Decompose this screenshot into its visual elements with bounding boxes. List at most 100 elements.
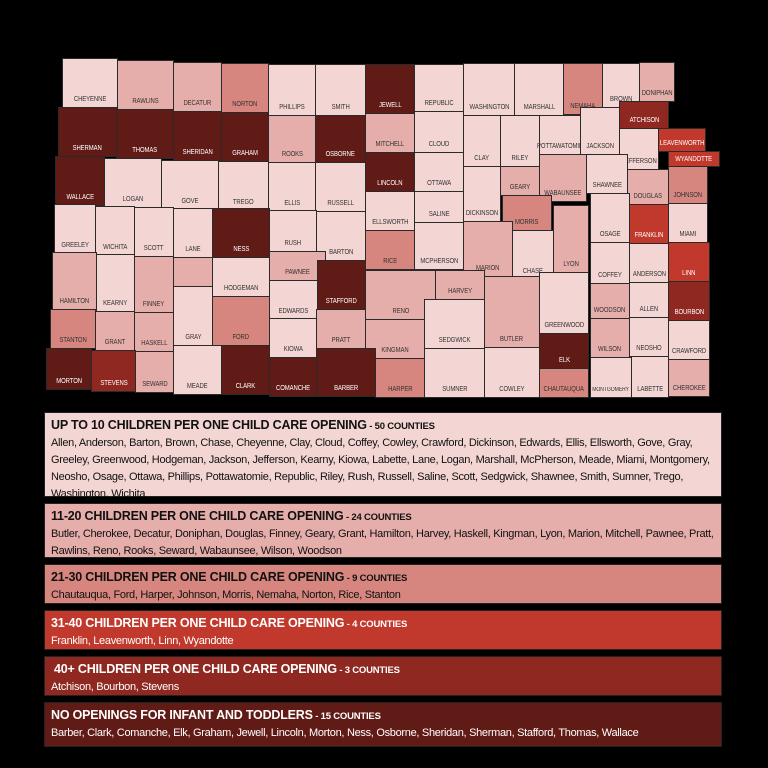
legend-title: NO OPENINGS FOR INFANT AND TODDLERS - 15… (51, 708, 381, 722)
legend-title: UP TO 10 CHILDREN PER ONE CHILD CARE OPE… (51, 418, 435, 432)
county-mcpherson: MCPHERSON (414, 222, 464, 270)
county-grant: GRANT (95, 311, 135, 351)
county-scott: SCOTT (134, 207, 174, 257)
county-douglas: DOUGLAS (627, 169, 669, 205)
county-ottawa: OTTAWA (414, 152, 464, 192)
county-gray: GRAY (173, 286, 213, 346)
county-ford: FORD (212, 296, 270, 346)
county-pratt: PRATT (316, 309, 366, 349)
county-finney-east (173, 257, 213, 287)
county-wichita: WICHITA (95, 206, 135, 256)
county-marshall: MARSHALL (514, 63, 564, 116)
county-sheridan: SHERIDAN (173, 111, 222, 161)
county-cheyenne: CHEYENNE (62, 58, 118, 108)
legend-county-list: Franklin, Leavenworth, Linn, Wyandotte (51, 635, 234, 647)
county-cloud: CLOUD (414, 111, 464, 153)
county-seward: SEWARD (135, 351, 174, 393)
county-woodson: WOODSON (590, 283, 630, 319)
county-cowley: COWLEY (484, 347, 540, 398)
county-rawlins: RAWLINS (117, 60, 174, 110)
county-franklin: FRANKLIN (629, 204, 669, 244)
county-smith: SMITH (315, 64, 366, 116)
county-washington: WASHINGTON (463, 63, 515, 116)
county-thomas: THOMAS (116, 109, 174, 159)
county-rice: RICE (365, 230, 415, 270)
county-montgomery: MONTGOMERY (590, 357, 632, 398)
legend-title: 21-30 CHILDREN PER ONE CHILD CARE OPENIN… (51, 570, 408, 584)
county-sherman: SHERMAN (58, 107, 117, 157)
county-johnson: JOHNSON (668, 166, 708, 204)
county-mitchell: MITCHELL (365, 113, 415, 153)
county-morton: MORTON (46, 348, 92, 390)
county-sumner: SUMNER (424, 348, 485, 398)
county-kearny: KEARNY (96, 254, 135, 312)
county-hodgeman: HODGEMAN (212, 257, 270, 297)
county-saline: SALINE (414, 191, 464, 223)
legend-county-list: Butler, Cherokee, Decatur, Doniphan, Dou… (51, 528, 714, 557)
county-harvey: HARVEY (435, 270, 485, 300)
county-norton: NORTON (221, 63, 269, 113)
county-greeley: GREELEY (54, 204, 96, 254)
county-graham: GRAHAM (221, 112, 269, 162)
county-elk: ELK (539, 333, 589, 369)
legend-21-30: 21-30 CHILDREN PER ONE CHILD CARE OPENIN… (44, 564, 722, 604)
county-haskell: HASKELL (134, 312, 174, 352)
county-labette: LABETTE (631, 356, 669, 398)
county-dickinson: DICKINSON (463, 166, 501, 222)
county-osage: OSAGE (590, 193, 630, 243)
legend-title: 11-20 CHILDREN PER ONE CHILD CARE OPENIN… (51, 509, 412, 523)
legend-county-list: Atchison, Bourbon, Stevens (51, 681, 179, 693)
county-kiowa: KIOWA (269, 318, 317, 358)
county-lyon: LYON (553, 205, 589, 273)
legend-no-openings: NO OPENINGS FOR INFANT AND TODDLERS - 15… (44, 702, 722, 747)
county-jewell: JEWELL (365, 64, 415, 114)
legend-county-list: Barber, Clark, Comanche, Elk, Graham, Je… (51, 727, 639, 739)
county-lane: LANE (173, 208, 213, 258)
legend-40-plus: 40+ CHILDREN PER ONE CHILD CARE OPENING … (44, 656, 722, 696)
legend-title: 40+ CHILDREN PER ONE CHILD CARE OPENING … (54, 662, 400, 676)
county-geary: GEARY (500, 166, 540, 196)
county-miami: MIAMI (668, 203, 708, 243)
legend-county-list: Chautauqua, Ford, Harper, Johnson, Morri… (51, 589, 401, 601)
county-russell: RUSSELL (315, 162, 366, 212)
county-allen: ALLEN (629, 282, 669, 318)
county-republic: REPUBLIC (414, 64, 464, 112)
legend-county-list: Allen, Anderson, Barton, Brown, Chase, C… (51, 437, 710, 500)
legend-up-to-10: UP TO 10 CHILDREN PER ONE CHILD CARE OPE… (44, 412, 722, 500)
county-logan: LOGAN (104, 158, 162, 208)
county-pottawatomie: POTTAWATOMIE (537, 115, 583, 155)
county-decatur: DECATUR (173, 62, 222, 112)
county-finney: FINNEY (134, 256, 174, 313)
county-leavenworth: LEAVENWORTH (658, 128, 706, 152)
county-nemaha: NEMAHA (563, 63, 603, 115)
county-stanton: STANTON (50, 309, 96, 349)
county-clay: CLAY (463, 115, 501, 167)
county-meade: MEADE (173, 345, 222, 395)
legend-11-20: 11-20 CHILDREN PER ONE CHILD CARE OPENIN… (44, 503, 722, 558)
county-marion: MARION (463, 221, 513, 277)
legend-31-40: 31-40 CHILDREN PER ONE CHILD CARE OPENIN… (44, 610, 722, 650)
kansas-county-map: CHEYENNE RAWLINS DECATUR NORTON PHILLIPS… (46, 58, 720, 398)
county-wyandotte: WYANDOTTE (668, 151, 720, 167)
legend-title: 31-40 CHILDREN PER ONE CHILD CARE OPENIN… (51, 616, 408, 630)
county-crawford: CRAWFORD (668, 320, 710, 360)
county-harper: HARPER (375, 358, 425, 398)
county-gove: GOVE (161, 160, 219, 210)
county-wallace: WALLACE (55, 156, 105, 206)
county-jackson: JACKSON (580, 107, 620, 155)
county-shawnee: SHAWNEE (586, 154, 628, 194)
county-atchison: ATCHISON (619, 101, 669, 129)
county-chautauqua: CHAUTAUQUA (539, 368, 589, 398)
county-rush: RUSH (269, 210, 317, 252)
county-anderson: ANDERSON (629, 243, 669, 283)
county-clark: CLARK (221, 345, 270, 395)
county-barber: BARBER (316, 348, 376, 397)
county-ness: NESS (212, 208, 270, 258)
county-linn: LINN (668, 242, 710, 282)
county-coffey: COFFEY (590, 242, 630, 284)
county-ellis: ELLIS (268, 162, 316, 212)
county-stevens: STEVENS (91, 350, 136, 392)
county-rooks: ROOKS (268, 115, 316, 163)
county-stafford: STAFFORD (317, 260, 366, 310)
county-comanche: COMANCHE (269, 357, 317, 397)
